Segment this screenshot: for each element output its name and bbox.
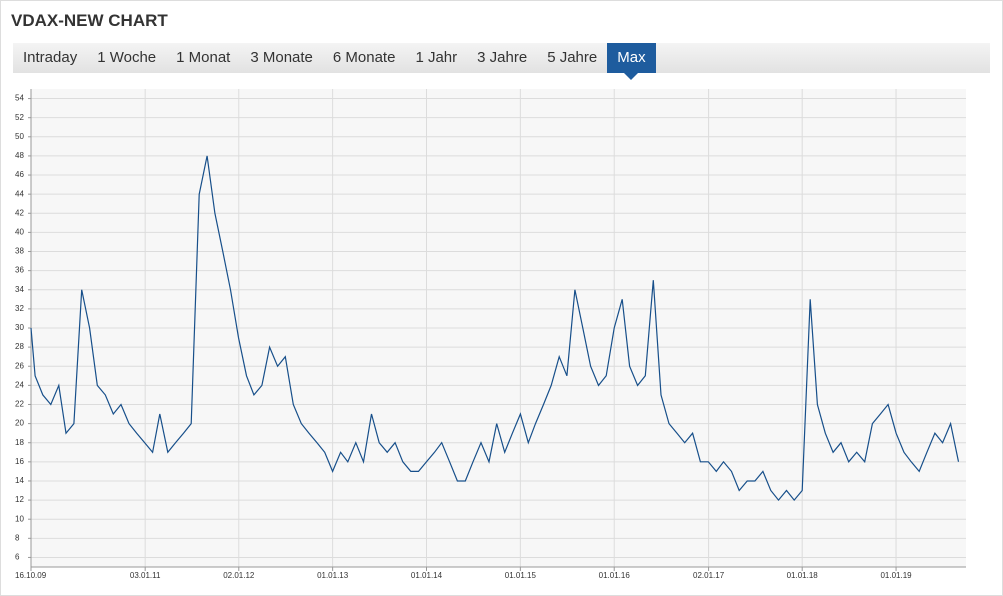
x-tick-label: 02.01.17 [693,571,725,580]
tab[interactable]: 1 Monat [176,49,231,66]
y-tick-label: 38 [15,247,24,256]
y-tick-label: 10 [15,514,24,523]
y-tick-label: 32 [15,304,24,313]
y-tick-label: 44 [15,189,24,198]
y-tick-label: 6 [15,553,20,562]
y-tick-label: 36 [15,266,24,275]
tab[interactable]: Intraday [23,49,78,66]
y-tick-label: 8 [15,533,20,542]
y-tick-label: 48 [15,151,24,160]
y-tick-label: 52 [15,113,24,122]
tab[interactable]: 1 Woche [97,49,157,66]
y-tick-label: 34 [15,285,24,294]
y-tick-label: 24 [15,380,24,389]
x-tick-label: 01.01.15 [505,571,537,580]
y-tick-label: 30 [15,323,24,332]
y-tick-label: 28 [15,342,24,351]
y-tick-label: 22 [15,400,24,409]
y-tick-label: 42 [15,208,24,217]
x-tick-label: 01.01.13 [317,571,349,580]
y-tick-label: 40 [15,228,24,237]
tab[interactable]: 6 Monate [332,49,396,66]
y-tick-label: 54 [15,94,24,103]
y-tick-label: 26 [15,361,24,370]
series-line [30,155,960,502]
y-tick-label: 20 [15,419,24,428]
y-tick-label: 16 [15,457,24,466]
x-tick-label: 01.01.19 [880,571,912,580]
tab[interactable]: 3 Jahre [477,49,528,66]
tab[interactable]: Max [607,43,656,80]
y-tick-label: 14 [15,476,24,485]
x-tick-label: 16.10.09 [15,571,47,580]
x-tick-label: 01.01.18 [787,571,819,580]
y-tick-label: 50 [15,132,24,141]
y-tick-label: 46 [15,170,24,179]
x-tick-label: 02.01.12 [223,571,255,580]
tab-bar: Intraday 1 Woche 1 Monat 3 Monate 6 Monate 1 … [13,43,990,80]
x-tick-label: 03.01.11 [130,571,161,580]
chart-title: VDAX-NEW CHART [11,11,168,30]
x-tick-label: 01.01.16 [599,571,631,580]
y-tick-label: 18 [15,438,24,447]
tab[interactable]: 3 Monate [250,49,313,66]
tab[interactable]: 1 Jahr [415,49,458,66]
tab[interactable]: 5 Jahre [547,49,598,66]
x-tick-label: 01.01.14 [411,571,443,580]
y-tick-label: 12 [15,495,24,504]
